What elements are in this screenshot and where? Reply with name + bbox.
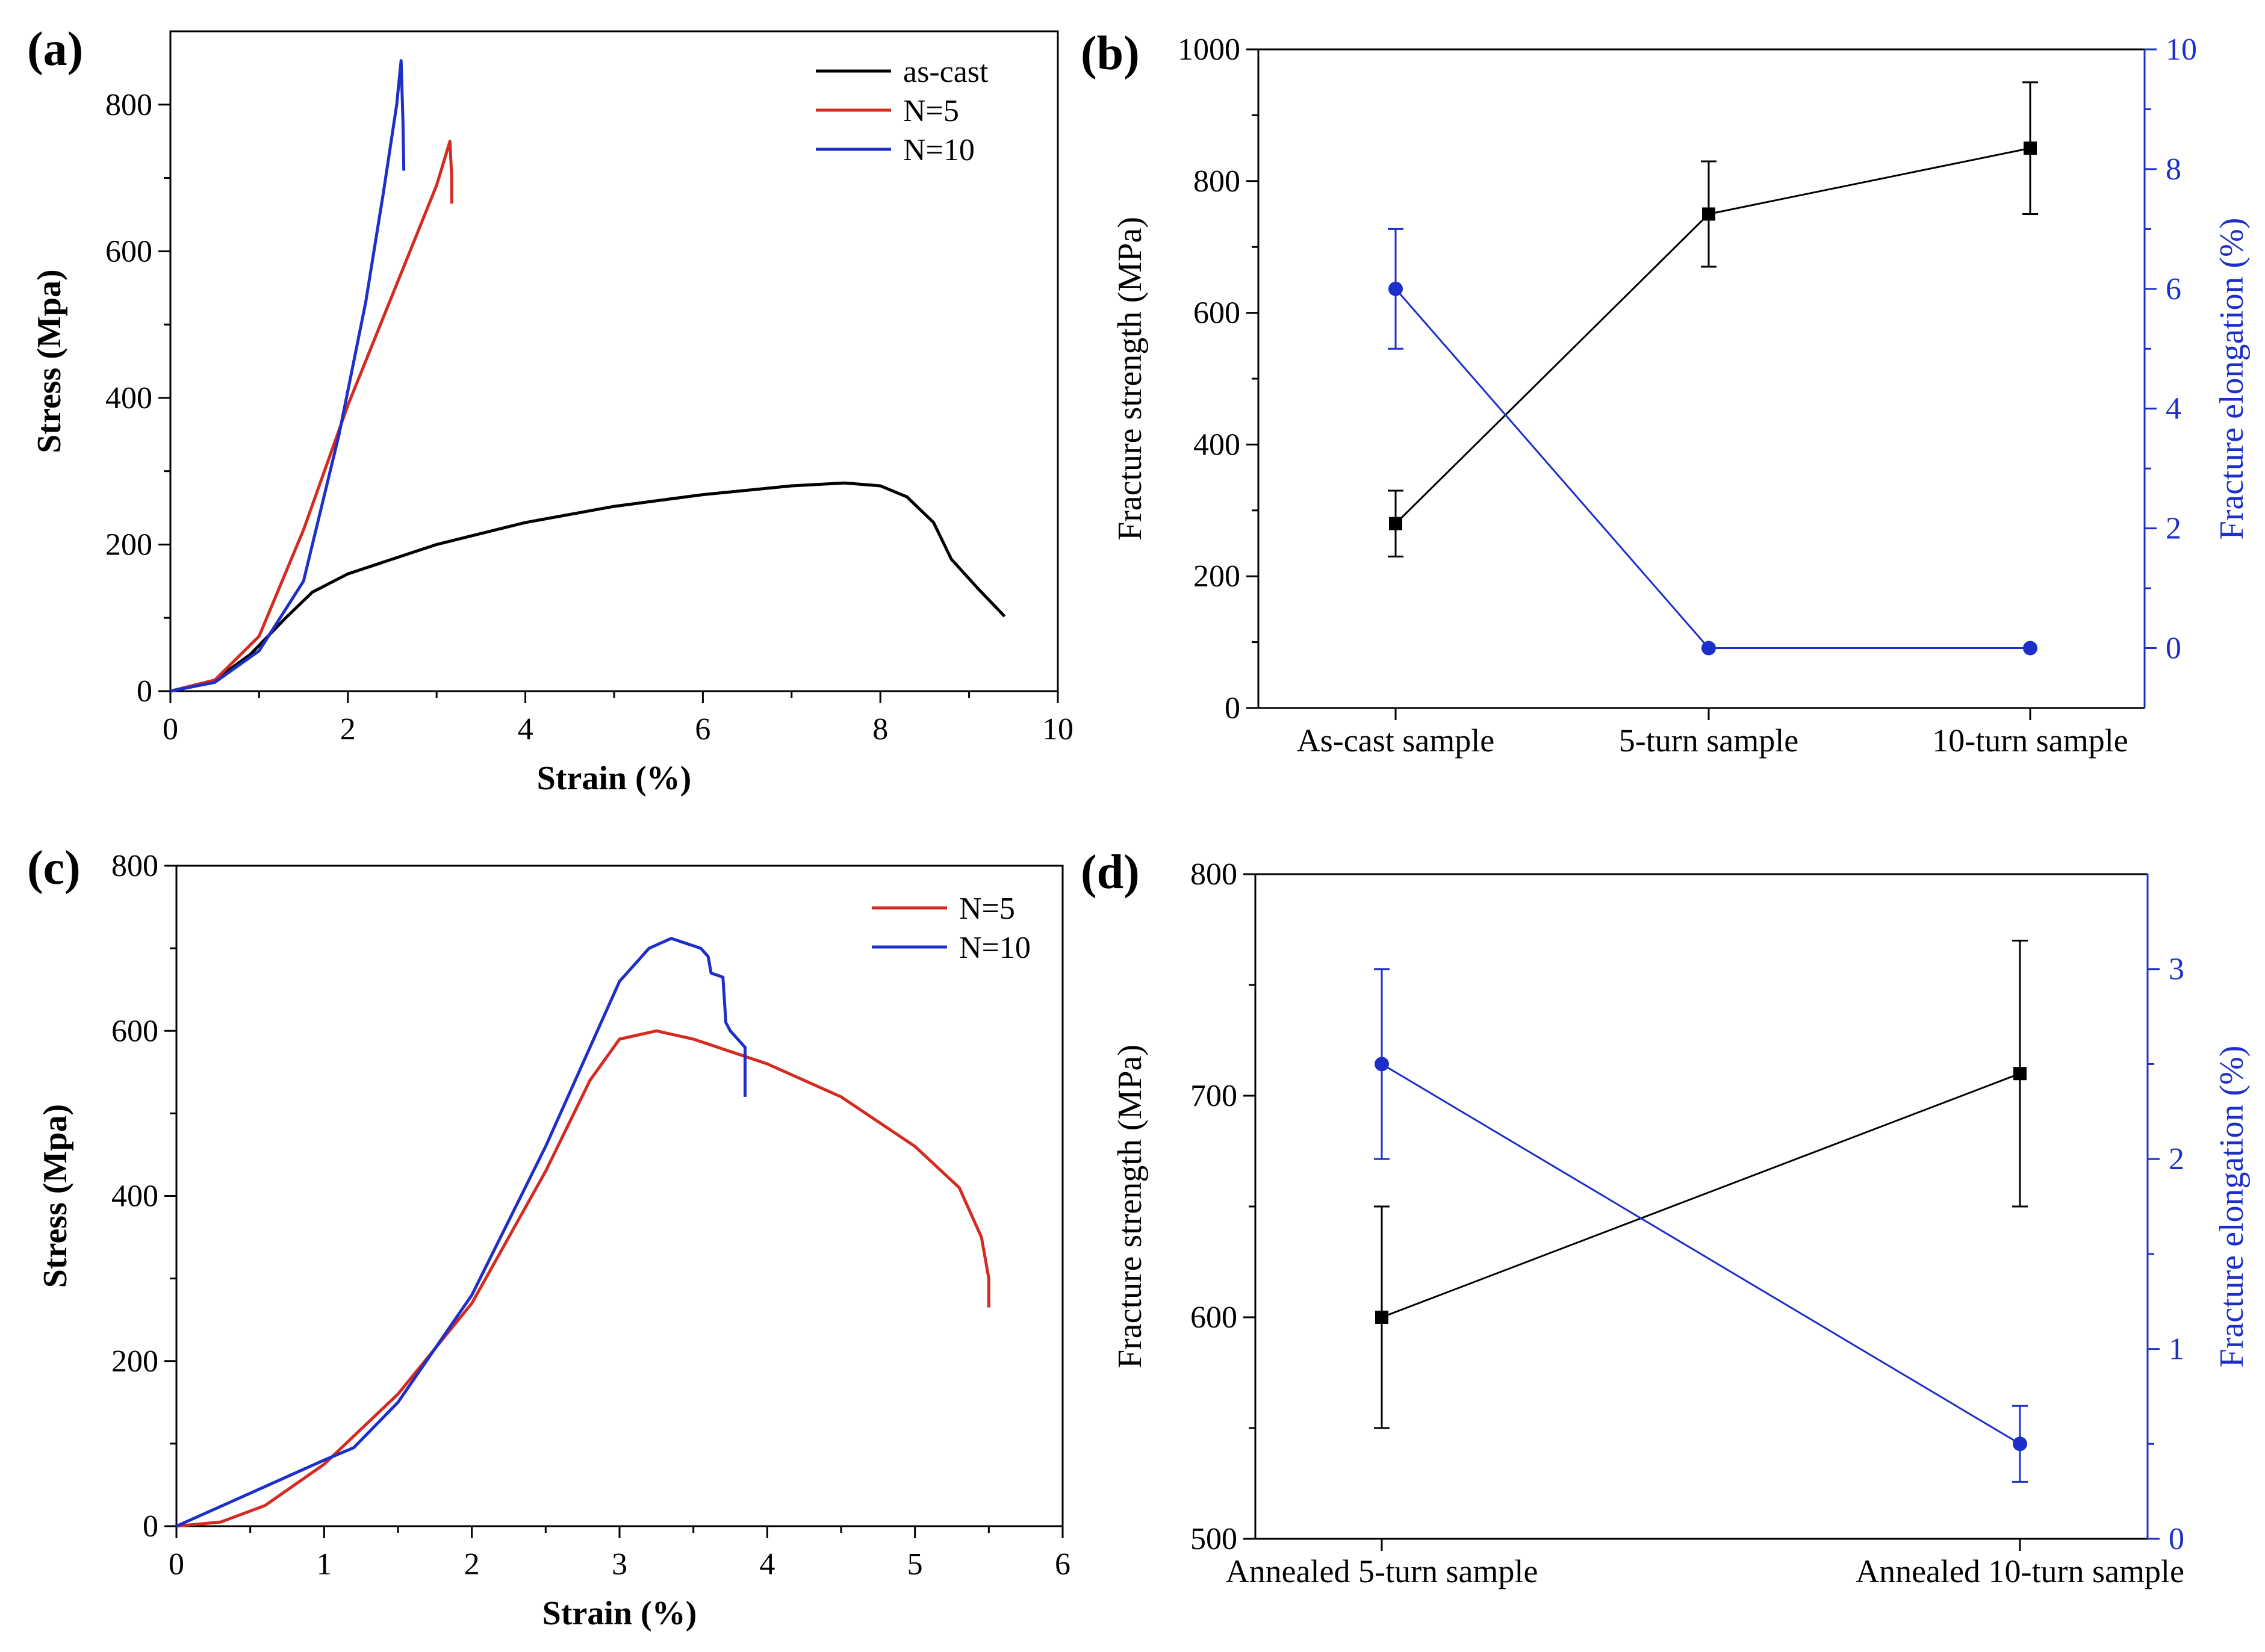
series-line-n-5 bbox=[170, 140, 453, 693]
x-tick-label: 0 bbox=[169, 1547, 184, 1582]
y-tick-label: 0 bbox=[137, 674, 152, 709]
y-tick-label: 800 bbox=[111, 849, 158, 883]
panel-d-label: (d) bbox=[1081, 846, 1140, 899]
data-point-circle bbox=[1375, 1057, 1389, 1072]
y2-tick-label: 2 bbox=[2166, 512, 2181, 546]
x-tick-label: 6 bbox=[1055, 1547, 1070, 1582]
data-point-square bbox=[1702, 207, 1715, 221]
legend: N=5 N=10 bbox=[872, 892, 1031, 965]
y-tick-label: 800 bbox=[1190, 857, 1237, 892]
plot-frame bbox=[175, 865, 1064, 1527]
y-tick-label: 0 bbox=[143, 1509, 158, 1544]
y-tick-label: 600 bbox=[105, 234, 152, 269]
data-point-circle bbox=[1701, 641, 1716, 656]
legend-label: N=5 bbox=[903, 94, 959, 128]
y-tick-label: 500 bbox=[1190, 1522, 1237, 1556]
series-line-n-10 bbox=[175, 937, 747, 1528]
y2-tick-label: 0 bbox=[2166, 632, 2181, 666]
series-line-n-5 bbox=[176, 1029, 990, 1528]
y-axis-label: Fracture strength (MPa) bbox=[1111, 217, 1149, 541]
panel-c-chart: (c) 0 1 2 3 4 5 6 0 200 400 600 800 Strain (%) Stress… bbox=[27, 842, 1070, 1632]
x-tick-label: 1 bbox=[316, 1547, 332, 1582]
x-tick-label: 4 bbox=[759, 1547, 775, 1582]
y-tick-label: 400 bbox=[111, 1179, 158, 1214]
panel-b-chart: (b) 0 200 400 600 800 1000 0 2 4 6 8 10 As-cast samp… bbox=[1081, 27, 2251, 759]
x-tick-label: 0 bbox=[163, 712, 178, 747]
plot-area-0: 0 2 4 6 8 10 0 200 400 600 800 bbox=[105, 30, 1073, 747]
y-tick-label: 1000 bbox=[1178, 33, 1240, 67]
panel-d-chart: (d) 500 600 700 800 0 1 2 3 Annealed 5-turn samp… bbox=[1081, 846, 2251, 1589]
category-label: 5-turn sample bbox=[1619, 722, 1798, 759]
y-tick-label: 200 bbox=[1193, 559, 1240, 594]
y-axis-label: Stress (Mpa) bbox=[37, 1104, 74, 1288]
series-line-as-cast bbox=[170, 481, 1006, 693]
y-tick-label: 200 bbox=[111, 1344, 158, 1379]
panel-b-label: (b) bbox=[1081, 27, 1140, 80]
legend-label: N=10 bbox=[903, 133, 975, 167]
series-line-n-10 bbox=[170, 59, 406, 693]
x-tick-label: 5 bbox=[907, 1547, 923, 1582]
series-line-strength bbox=[1381, 1072, 2021, 1318]
series-line-elongation bbox=[1394, 288, 2030, 649]
y-tick-label: 400 bbox=[1193, 427, 1240, 462]
category-label: Annealed 10-turn sample bbox=[1856, 1553, 2184, 1589]
data-point-square bbox=[1389, 517, 1402, 530]
y-axis-label: Stress (Mpa) bbox=[31, 269, 68, 453]
y-tick-label: 800 bbox=[105, 88, 152, 122]
x-axis-label: Strain (%) bbox=[542, 1595, 697, 1632]
y2-tick-label: 2 bbox=[2169, 1142, 2184, 1176]
panel-a-label: (a) bbox=[27, 23, 83, 76]
y-tick-label: 0 bbox=[1225, 691, 1240, 725]
y-tick-label: 600 bbox=[1190, 1300, 1237, 1335]
y-tick-label: 600 bbox=[111, 1014, 158, 1048]
x-tick-label: 6 bbox=[695, 712, 710, 747]
y2-tick-label: 6 bbox=[2166, 272, 2181, 306]
legend-label: as-cast bbox=[903, 55, 989, 89]
y2-tick-label: 4 bbox=[2166, 392, 2181, 426]
series-line-elongation bbox=[1381, 1063, 2021, 1445]
x-tick-label: 3 bbox=[612, 1547, 627, 1582]
category-label: Annealed 5-turn sample bbox=[1226, 1553, 1538, 1589]
y-axis-label: Fracture strength (MPa) bbox=[1111, 1045, 1149, 1368]
x-axis-label: Strain (%) bbox=[537, 760, 692, 797]
x-tick-label: 8 bbox=[872, 712, 888, 747]
data-point-square bbox=[1375, 1311, 1388, 1324]
x-tick-label: 10 bbox=[1042, 712, 1073, 747]
y2-tick-label: 8 bbox=[2166, 152, 2181, 187]
y2-axis-label: Fracture elongation (%) bbox=[2213, 218, 2251, 540]
y-tick-label: 600 bbox=[1193, 296, 1240, 331]
x-tick-label: 2 bbox=[340, 712, 356, 747]
category-label: As-cast sample bbox=[1297, 722, 1494, 759]
legend-label: N=10 bbox=[959, 931, 1031, 965]
panel-c-label: (c) bbox=[27, 842, 81, 895]
plot-area-2: 0 1 2 3 4 5 6 0 200 400 600 800 bbox=[111, 849, 1070, 1582]
plot-area-1: 0 200 400 600 800 1000 0 2 4 6 8 10 As-cast sample 5-… bbox=[1178, 33, 2197, 759]
category-label: 10-turn sample bbox=[1932, 722, 2128, 759]
data-point-circle bbox=[2013, 1436, 2027, 1452]
y2-tick-label: 10 bbox=[2166, 33, 2197, 67]
y-tick-label: 400 bbox=[105, 381, 152, 415]
y2-tick-label: 0 bbox=[2169, 1522, 2184, 1556]
plot-area-3: 500 600 700 800 0 1 2 3 Annealed 5-turn sample An… bbox=[1190, 857, 2184, 1589]
series-line-strength bbox=[1394, 147, 2031, 524]
y-tick-label: 700 bbox=[1190, 1079, 1237, 1113]
y-tick-label: 800 bbox=[1193, 164, 1240, 199]
y2-axis-label: Fracture elongation (%) bbox=[2213, 1046, 2251, 1368]
data-point-circle bbox=[1388, 281, 1403, 296]
x-tick-label: 4 bbox=[518, 712, 533, 747]
data-point-square bbox=[2013, 1067, 2027, 1081]
y2-tick-label: 3 bbox=[2169, 952, 2184, 987]
x-tick-label: 2 bbox=[464, 1547, 480, 1582]
legend: as-cast N=5 N=10 bbox=[816, 55, 989, 167]
plot-frame bbox=[169, 30, 1059, 692]
data-point-circle bbox=[2023, 641, 2037, 656]
panel-a-chart: (a) 0 2 4 6 8 10 0 200 400 600 800 Strain (%) Stress… bbox=[27, 23, 1073, 797]
y-tick-label: 200 bbox=[105, 527, 152, 562]
data-point-square bbox=[2024, 141, 2037, 155]
legend-label: N=5 bbox=[959, 892, 1015, 926]
y2-tick-label: 1 bbox=[2169, 1332, 2184, 1367]
